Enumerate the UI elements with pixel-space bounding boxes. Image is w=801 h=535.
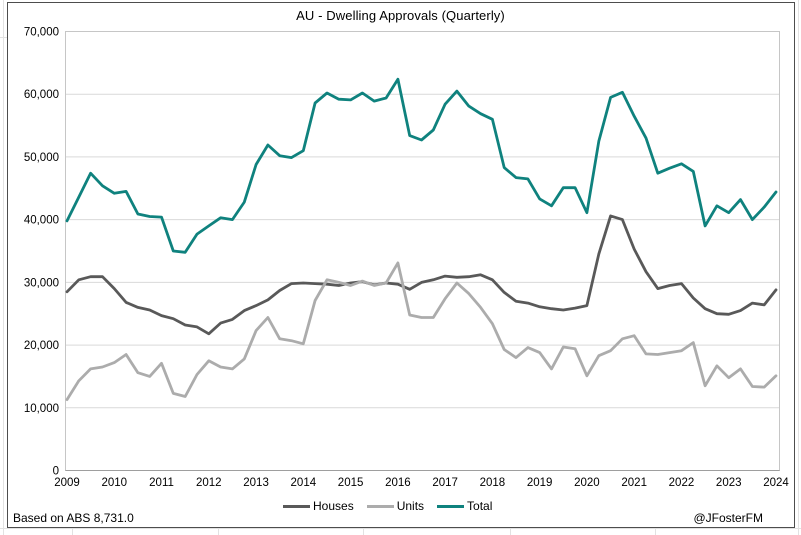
x-axis-tick-label: 2009 <box>54 477 80 489</box>
y-axis-tick-label: 0 <box>53 466 59 478</box>
sheet-gridline <box>218 528 219 535</box>
total-line-swatch <box>437 504 465 508</box>
legend-item-total[interactable]: Total <box>437 499 492 513</box>
x-axis-tick-label: 2019 <box>527 477 553 489</box>
y-axis-tick-label: 40,000 <box>24 215 59 227</box>
x-axis-tick-label: 2022 <box>669 477 695 489</box>
x-axis-tick-label: 2015 <box>338 477 364 489</box>
legend-label-units: Units <box>396 499 425 513</box>
chart-legend: Houses Units Total <box>283 498 492 514</box>
sheet-gridline <box>798 0 799 535</box>
series-line-units[interactable] <box>65 261 778 402</box>
credit-handle: @JFosterFM <box>693 511 763 525</box>
series-line-houses[interactable] <box>65 214 778 336</box>
series-line-total[interactable] <box>65 77 778 254</box>
x-axis-tick-label: 2013 <box>243 477 269 489</box>
sheet-gridline <box>0 528 801 529</box>
x-axis-tick-label: 2018 <box>480 477 506 489</box>
sheet-gridline <box>0 37 7 38</box>
y-axis-tick-label: 60,000 <box>24 89 59 101</box>
legend-label-houses: Houses <box>313 499 354 513</box>
x-axis-tick-label: 2014 <box>291 477 317 489</box>
y-axis-tick-label: 20,000 <box>24 340 59 352</box>
sheet-gridline <box>510 528 511 535</box>
x-axis-tick-label: 2010 <box>101 477 127 489</box>
y-axis-tick-label: 70,000 <box>24 27 59 39</box>
x-axis-tick-label: 2011 <box>149 477 174 489</box>
legend-label-total: Total <box>467 499 493 513</box>
x-axis-tick-label: 2012 <box>196 477 222 489</box>
units-line-swatch <box>366 504 394 508</box>
x-axis-tick-label: 2023 <box>716 477 742 489</box>
legend-item-units[interactable]: Units <box>366 499 425 513</box>
y-axis-tick-label: 50,000 <box>24 152 59 164</box>
y-axis-tick-label: 30,000 <box>24 277 59 289</box>
sheet-gridline <box>3 0 4 535</box>
x-axis-tick-label: 2016 <box>385 477 411 489</box>
legend-item-houses[interactable]: Houses <box>283 499 354 513</box>
chart-title: AU - Dwelling Approvals (Quarterly) <box>296 8 505 23</box>
x-axis-tick-label: 2017 <box>432 477 458 489</box>
x-axis-tick-label: 2024 <box>763 477 789 489</box>
sheet-gridline <box>72 528 73 535</box>
x-axis-tick-label: 2021 <box>621 477 647 489</box>
x-axis-tick-label: 2020 <box>574 477 600 489</box>
sheet-gridline <box>655 528 656 535</box>
sheet-gridline <box>363 528 364 535</box>
houses-line-swatch <box>283 504 310 508</box>
source-note: Based on ABS 8,731.0 <box>13 511 134 525</box>
y-axis-tick-label: 10,000 <box>24 403 59 415</box>
